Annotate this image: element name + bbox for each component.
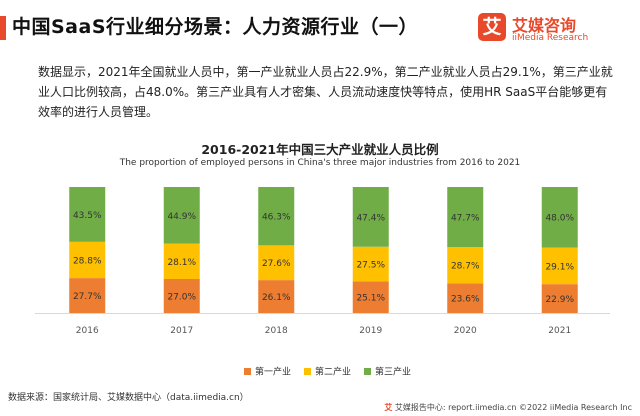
footer-credit: 艾 艾媒报告中心: report.iimedia.cn ©2022 iiMedi… (384, 402, 632, 413)
legend-swatch-1 (244, 368, 251, 375)
bar-segment-2021-3 (541, 187, 578, 248)
bar-segment-2016-1 (69, 278, 106, 313)
x-tick-label-2021: 2021 (548, 326, 571, 336)
page-title: 中国SaaS行业细分场景：人力资源行业（一） (12, 16, 419, 38)
bar-segment-2016-2 (69, 241, 106, 279)
bar-segment-2018-3 (258, 187, 295, 246)
data-label-2018-1: 26.1% (262, 293, 291, 303)
data-label-2020-3: 47.7% (451, 214, 480, 224)
bar-segment-2019-3 (352, 187, 389, 247)
data-label-2020-1: 23.6% (451, 295, 480, 305)
data-label-2016-3: 43.5% (73, 211, 102, 221)
bar-segment-2021-1 (541, 284, 578, 313)
data-label-2019-2: 27.5% (356, 261, 385, 271)
stacked-bar-chart: 27.7% 28.8% 43.5% 2016 27.0% 28.1% 44.9% 2017 26… (35, 187, 610, 378)
data-label-2017-3: 44.9% (167, 212, 196, 222)
logo-name-cn: 艾媒咨询 (512, 16, 577, 35)
legend-label-1: 第一产业 (255, 366, 291, 378)
bar-segment-2017-2 (163, 243, 200, 279)
logo-mark-icon: 艾 (478, 13, 506, 41)
data-label-2018-2: 27.6% (262, 259, 291, 269)
bar-segment-2019-1 (352, 281, 389, 313)
bar-segment-2017-1 (163, 278, 200, 313)
logo-name-en: iiMedia Research (512, 33, 589, 43)
legend-label-2: 第二产业 (315, 366, 351, 378)
bar-segment-2017-3 (163, 187, 200, 244)
bar-segment-2019-2 (352, 246, 389, 282)
x-tick-label-2017: 2017 (170, 326, 193, 336)
data-label-2016-1: 27.7% (73, 292, 102, 302)
data-label-2020-2: 28.7% (451, 262, 480, 272)
legend-label-3: 第三产业 (375, 366, 411, 378)
chart-title: 2016-2021年中国三大产业就业人员比例 (201, 142, 439, 157)
data-label-2021-3: 48.0% (545, 214, 574, 224)
data-label-2018-3: 46.3% (262, 213, 291, 223)
data-label-2017-2: 28.1% (167, 258, 196, 268)
x-tick-label-2016: 2016 (76, 326, 99, 336)
brand-logo: 艾 艾媒咨询 iiMedia Research (472, 12, 632, 48)
data-label-2019-3: 47.4% (356, 213, 385, 223)
chart-subtitle: The proportion of employed persons in Ch… (119, 158, 521, 168)
data-label-2019-1: 25.1% (356, 294, 385, 304)
data-label-2017-1: 27.0% (167, 292, 196, 302)
legend-swatch-2 (304, 368, 311, 375)
data-label-2021-2: 29.1% (545, 262, 574, 272)
bar-segment-2018-1 (258, 280, 295, 313)
bar-segment-2020-3 (447, 187, 484, 248)
summary-paragraph: 数据显示，2021年全国就业人员中，第一产业就业人员占22.9%，第二产业就业人… (38, 65, 613, 119)
bar-segment-2020-2 (447, 247, 484, 284)
bar-segment-2021-2 (541, 247, 578, 285)
footer-logo-icon: 艾 (384, 403, 393, 412)
x-tick-label-2019: 2019 (359, 326, 382, 336)
bar-segment-2016-3 (69, 187, 106, 242)
x-tick-label-2018: 2018 (265, 326, 288, 336)
footer-text: 艾媒报告中心: report.iimedia.cn ©2022 iiMedia … (394, 403, 632, 412)
title-accent-bar (0, 16, 6, 40)
bar-segment-2018-2 (258, 245, 295, 281)
bar-segment-2020-1 (447, 283, 484, 313)
x-tick-label-2020: 2020 (454, 326, 477, 336)
data-label-2016-2: 28.8% (73, 256, 102, 266)
data-source: 数据来源：国家统计局、艾媒数据中心（data.iimedia.cn） (8, 393, 249, 403)
legend-swatch-3 (364, 368, 371, 375)
data-label-2021-1: 22.9% (545, 295, 574, 305)
